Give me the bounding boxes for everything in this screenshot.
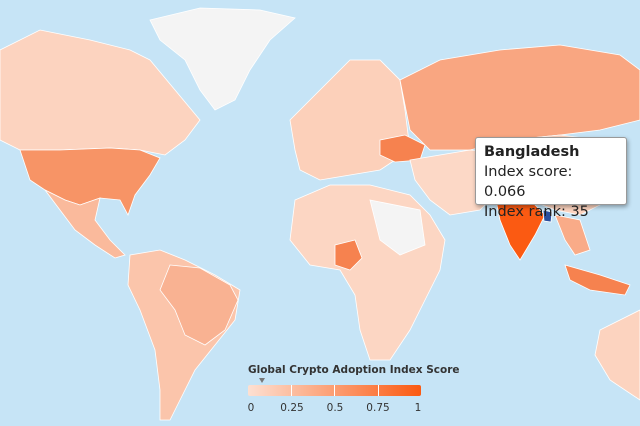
tooltip-index-score: Index score: 0.066 xyxy=(484,164,573,200)
country-mexico[interactable] xyxy=(44,189,126,259)
continent-europe[interactable] xyxy=(289,59,411,181)
country-brazil[interactable] xyxy=(159,264,239,346)
continent-africa[interactable] xyxy=(289,184,446,361)
country-canada[interactable] xyxy=(0,29,201,156)
legend-separator xyxy=(291,385,292,396)
country-tooltip: Bangladesh Index score: 0.066 Index rank… xyxy=(475,137,627,220)
tooltip-index-rank: Index rank: 35 xyxy=(484,204,589,220)
region-southeast-asia[interactable] xyxy=(554,214,591,256)
legend-separator xyxy=(378,385,379,396)
color-legend: Global Crypto Adoption Index Score 0 0.2… xyxy=(248,364,460,414)
country-ukraine[interactable] xyxy=(379,134,426,163)
country-russia[interactable] xyxy=(399,44,640,151)
legend-tick: 0.5 xyxy=(326,402,344,414)
legend-title: Global Crypto Adoption Index Score xyxy=(248,364,460,376)
country-indonesia[interactable] xyxy=(564,264,631,296)
legend-tick: 0 xyxy=(247,402,255,414)
legend-tick: 1 xyxy=(414,402,422,414)
region-sahara-no-data[interactable] xyxy=(369,199,426,256)
tooltip-country-name: Bangladesh xyxy=(484,144,580,160)
country-bangladesh[interactable] xyxy=(542,209,553,223)
country-australia[interactable] xyxy=(594,309,640,401)
legend-tick: 0.75 xyxy=(366,402,390,414)
country-greenland[interactable] xyxy=(149,7,296,111)
legend-value-marker xyxy=(259,378,266,383)
legend-separator xyxy=(334,385,335,396)
country-nigeria[interactable] xyxy=(334,239,363,271)
legend-tick: 0.25 xyxy=(280,402,304,414)
